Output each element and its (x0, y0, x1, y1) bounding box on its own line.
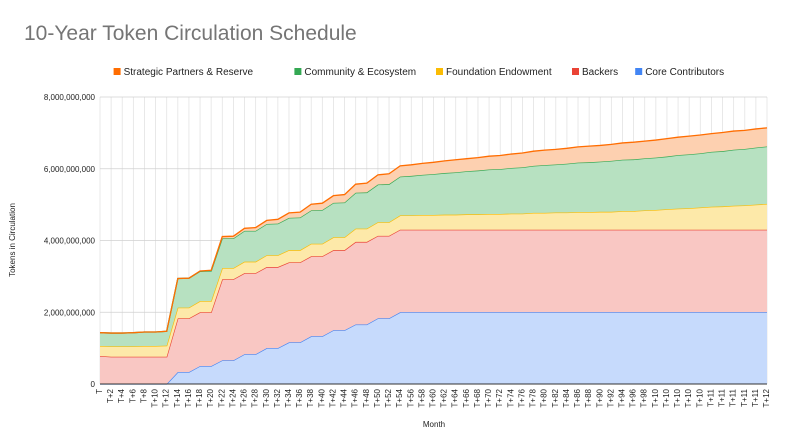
x-tick-label: T+58 (417, 388, 426, 407)
x-tick-label: T+4 (117, 388, 126, 403)
x-tick-label: T+10 (651, 388, 660, 407)
x-tick-label: T+10 (684, 388, 693, 407)
x-tick-label: T+30 (262, 388, 271, 407)
legend-label: Foundation Endowment (446, 67, 552, 78)
y-tick-label: 4,000,000,000 (44, 237, 96, 246)
x-tick-label: T+11 (740, 388, 749, 406)
y-tick-label: 8,000,000,000 (44, 93, 96, 102)
line-backers (99, 229, 767, 358)
area-community-ecosystem (100, 146, 767, 347)
x-tick-label: T+56 (406, 388, 415, 407)
x-tick-label: T+26 (240, 388, 249, 407)
legend-label: Backers (582, 67, 618, 78)
x-tick-label: T+36 (295, 388, 304, 407)
x-tick-label: T+68 (473, 388, 482, 407)
x-tick-label: T+60 (429, 388, 438, 407)
x-tick-label: T+12 (762, 388, 771, 407)
x-tick-label: T+44 (340, 388, 349, 407)
x-tick-label: T+52 (384, 388, 393, 407)
y-tick-label: 6,000,000,000 (44, 165, 96, 174)
x-tick-label: T+24 (228, 388, 237, 407)
x-tick-label: T+11 (718, 388, 727, 406)
chart-title: 10-Year Token Circulation Schedule (24, 22, 357, 45)
legend-label: Strategic Partners & Reserve (124, 67, 254, 78)
x-tick-label: T+64 (451, 388, 460, 407)
x-tick-label: T+40 (317, 388, 326, 407)
x-tick-label: T+88 (584, 388, 593, 407)
x-tick-label: T+96 (629, 388, 638, 407)
x-tick-label: T+18 (195, 388, 204, 407)
line-strategic-partners-reserve (99, 127, 768, 334)
x-tick-label: T (95, 389, 104, 394)
x-tick-label: T+90 (595, 388, 604, 407)
y-tick-label: 2,000,000,000 (44, 308, 96, 317)
legend-swatch (635, 68, 643, 75)
stacked-areas (99, 127, 768, 385)
area-foundation-endowment (100, 203, 767, 357)
x-tick-label: T+12 (162, 388, 171, 407)
x-tick-label: T+20 (206, 388, 215, 407)
x-tick-label: T+70 (484, 388, 493, 407)
x-tick-label: T+48 (362, 388, 371, 407)
legend-label: Community & Ecosystem (304, 67, 416, 78)
y-axis-title: Tokens in Circulation (8, 203, 17, 277)
x-tick-label: T+11 (751, 388, 760, 406)
x-tick-label: T+98 (640, 388, 649, 407)
x-tick-label: T+38 (306, 388, 315, 407)
legend-swatch (294, 68, 302, 75)
x-tick-label: T+10 (662, 388, 671, 407)
x-tick-label: T+94 (617, 388, 626, 407)
x-tick-label: T+72 (495, 388, 504, 407)
x-tick-label: T+11 (729, 388, 738, 406)
x-tick-label: T+22 (217, 388, 226, 407)
legend: Strategic Partners & Reserve Community & … (113, 67, 724, 78)
area-strategic-partners-reserve (100, 127, 767, 334)
x-tick-label: T+78 (529, 388, 538, 407)
x-tick-label: T+8 (139, 388, 148, 403)
x-tick-label: T+86 (573, 388, 582, 407)
x-tick-label: T+11 (706, 388, 715, 406)
x-tick-label: T+10 (151, 388, 160, 407)
area-backers (100, 229, 767, 384)
x-tick-label: T+34 (284, 388, 293, 407)
legend-label: Core Contributors (645, 67, 724, 78)
x-tick-label: T+42 (328, 388, 337, 407)
x-tick-label: T+62 (440, 388, 449, 407)
x-tick-label: T+54 (395, 388, 404, 407)
x-tick-label: T+16 (184, 388, 193, 407)
x-tick-label: T+10 (695, 388, 704, 407)
y-tick-label: 0 (91, 380, 96, 389)
x-tick-label: T+46 (351, 388, 360, 407)
x-tick-label: T+80 (540, 388, 549, 407)
x-tick-label: T+84 (562, 388, 571, 407)
x-tick-label: T+74 (506, 388, 515, 407)
x-tick-label: T+6 (128, 388, 137, 403)
x-tick-label: T+28 (251, 388, 260, 407)
x-tick-label: T+92 (606, 388, 615, 407)
x-axis-title: Month (423, 420, 445, 429)
legend-swatch (113, 68, 121, 75)
x-tick-label: T+14 (173, 388, 182, 407)
axes: 0 2,000,000,000 4,000,000,000 6,000,000,000… (44, 93, 771, 407)
x-tick-label: T+2 (106, 388, 115, 403)
x-tick-label: T+66 (462, 388, 471, 407)
x-tick-label: T+82 (551, 388, 560, 407)
x-tick-label: T+32 (273, 388, 282, 407)
x-tick-label: T+76 (517, 388, 526, 407)
legend-swatch (436, 68, 443, 75)
area-core-contributors (100, 312, 767, 384)
x-tick-label: T+50 (373, 388, 382, 407)
x-tick-label: T+10 (673, 388, 682, 407)
legend-swatch (572, 68, 579, 75)
